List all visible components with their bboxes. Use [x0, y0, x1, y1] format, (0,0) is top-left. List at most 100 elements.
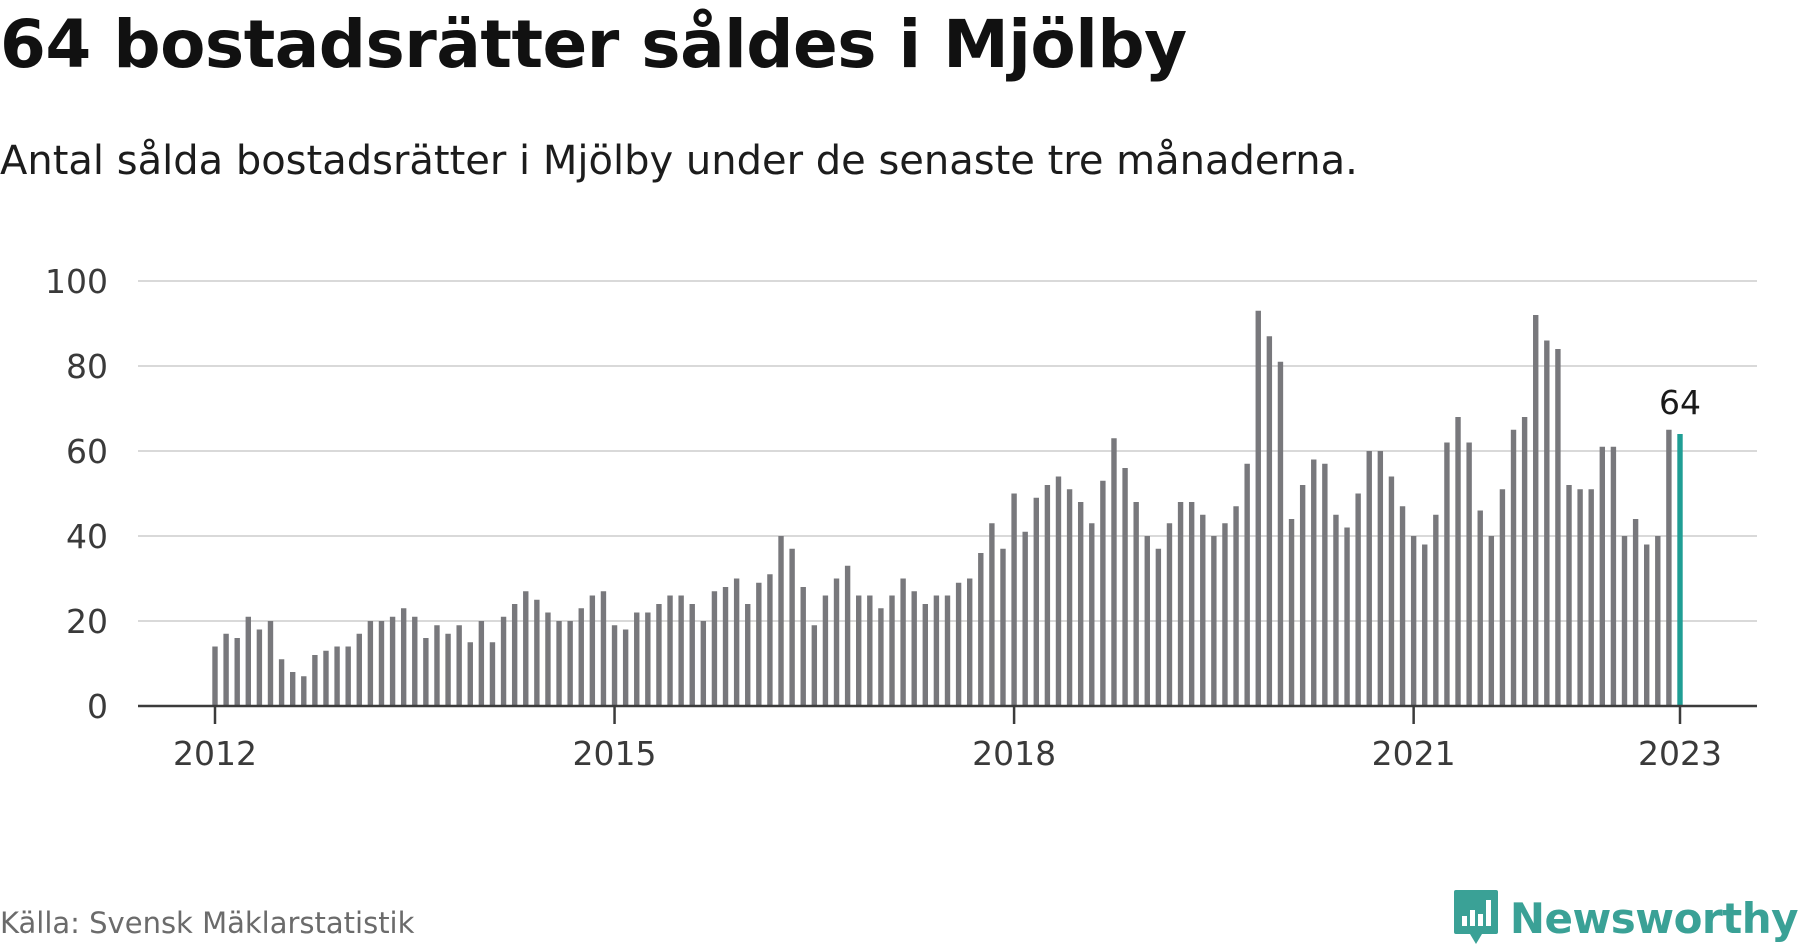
highlight-value-label: 64: [1659, 383, 1701, 422]
bar: [567, 621, 573, 706]
bar: [1488, 536, 1495, 706]
bar: [1011, 493, 1017, 706]
bar: [1655, 536, 1661, 706]
bar: [1100, 480, 1106, 706]
bar: [334, 646, 340, 706]
bar: [811, 625, 818, 706]
bar: [378, 621, 385, 706]
bar: [1344, 527, 1350, 706]
y-tick-label: 20: [66, 602, 108, 641]
x-tick-label: 2018: [972, 734, 1056, 773]
bar: [844, 565, 851, 706]
brand-name: Newsworthy: [1509, 893, 1799, 943]
bar: [500, 616, 507, 706]
x-tick-label: 2012: [173, 734, 257, 773]
brand-logo: Newsworthy: [1452, 888, 1799, 948]
bar: [889, 595, 895, 706]
bar: [822, 595, 829, 706]
bar: [1055, 476, 1062, 706]
bar: [1588, 489, 1594, 706]
bar: [1244, 463, 1250, 706]
bar: [212, 646, 218, 706]
bar: [545, 612, 551, 706]
bar: [523, 591, 529, 706]
bar: [689, 604, 695, 706]
bar: [445, 633, 451, 706]
bar: [1621, 536, 1628, 706]
x-axis-ticks: 2012 2015 2018 2021 2023: [173, 706, 1722, 773]
bar: [1044, 485, 1051, 706]
bar: [1533, 315, 1539, 706]
bar: [1455, 417, 1461, 706]
bar: [922, 604, 928, 706]
bar: [367, 621, 374, 706]
bar: [1266, 336, 1273, 706]
bar: [833, 578, 840, 706]
bar: [534, 599, 540, 706]
source-note: Källa: Svensk Mäklarstatistik: [0, 906, 415, 940]
bar: [1599, 446, 1606, 706]
x-tick-label: 2015: [573, 734, 657, 773]
bar: [1022, 531, 1028, 706]
bar: [900, 578, 906, 706]
bar: [1133, 502, 1139, 706]
bar: [489, 642, 496, 706]
bar: [578, 608, 584, 706]
bar: [1177, 502, 1184, 706]
bar: [656, 604, 662, 706]
y-tick-label: 0: [87, 687, 108, 726]
bar: [234, 638, 240, 706]
bar: [1299, 485, 1306, 706]
bar: [867, 595, 873, 706]
bar: [345, 646, 351, 706]
bar: [800, 587, 806, 706]
bar: [1288, 519, 1295, 706]
bar: [556, 621, 562, 706]
bar: [1255, 310, 1261, 706]
bar: [1355, 493, 1361, 706]
bar: [611, 625, 618, 706]
chart-title: 64 bostadsrätter såldes i Mjölby: [0, 6, 1187, 83]
bar: [1477, 510, 1483, 706]
bar: [645, 612, 651, 706]
bar: [1155, 548, 1162, 706]
bar: [1033, 497, 1039, 706]
bar: [955, 582, 962, 706]
bar: [478, 621, 485, 706]
bar: [589, 595, 596, 706]
y-tick-label: 80: [66, 347, 108, 386]
bar: [1211, 536, 1217, 706]
bar: [700, 621, 707, 706]
bar: [1433, 514, 1439, 706]
bar: [733, 578, 740, 706]
bar: [1388, 476, 1395, 706]
bar: [1444, 442, 1450, 706]
bar: [1066, 489, 1073, 706]
bar: [745, 604, 751, 706]
bar: [1555, 349, 1561, 706]
bar: [1422, 544, 1428, 706]
bar: [878, 608, 884, 706]
bar: [1277, 361, 1284, 706]
bar: [767, 574, 773, 706]
bar: [1089, 523, 1095, 706]
bar: [1677, 434, 1683, 706]
bar: [1521, 417, 1528, 706]
bar: [1566, 485, 1572, 706]
data-labels: 64: [1659, 383, 1701, 422]
bar: [1122, 468, 1128, 706]
x-tick-label: 2021: [1372, 734, 1456, 773]
bar: [323, 650, 329, 706]
bar: [1466, 442, 1472, 706]
bar: [856, 595, 862, 706]
bar: [434, 625, 440, 706]
bar: [312, 655, 318, 706]
bar: [789, 548, 795, 706]
bar: [423, 638, 429, 706]
bar: [400, 608, 407, 706]
bar: [1233, 506, 1239, 706]
bar: [1577, 489, 1583, 706]
bar: [223, 633, 229, 706]
chart-subtitle: Antal sålda bostadsrätter i Mjölby under…: [0, 138, 1358, 184]
bar: [356, 633, 362, 706]
